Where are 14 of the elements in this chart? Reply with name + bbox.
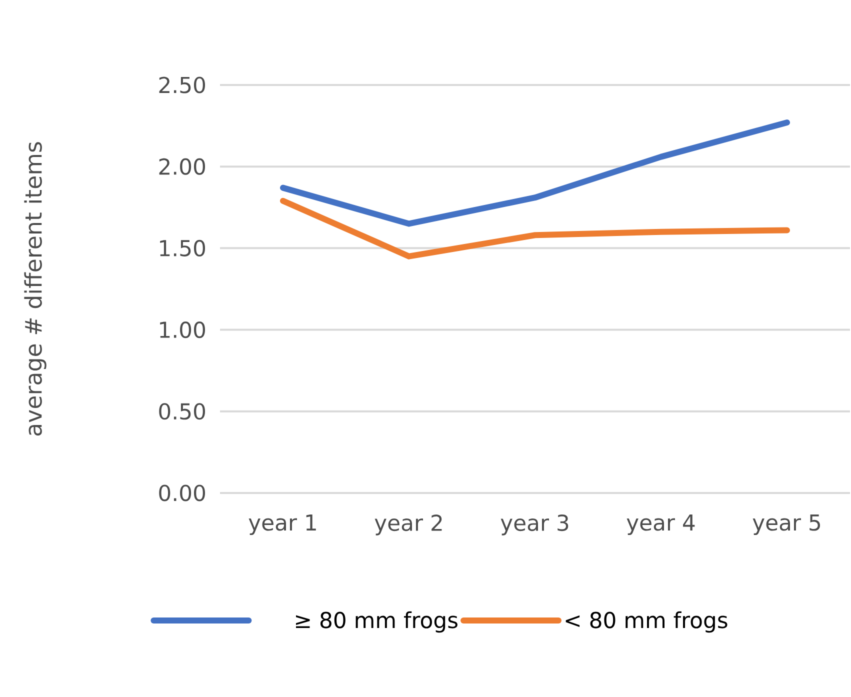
y-tick-label: 0.00 bbox=[159, 484, 206, 502]
y-tick-label: 2.50 bbox=[159, 76, 206, 94]
x-tick-label: year 2 bbox=[374, 514, 442, 536]
x-tick-label: year 3 bbox=[500, 514, 568, 536]
legend-label: ≥ 80 mm frogs bbox=[296, 611, 458, 633]
legend-label: < 80 mm frogs bbox=[566, 611, 728, 633]
y-tick-label: 0.50 bbox=[159, 403, 206, 420]
x-tick-label: year 5 bbox=[752, 514, 820, 536]
y-tick-label: 1.00 bbox=[160, 322, 206, 338]
y-axis-title: average # different items bbox=[24, 142, 46, 436]
x-tick-label: year 4 bbox=[626, 514, 695, 536]
y-tick-label: 1.50 bbox=[160, 240, 206, 256]
x-tick-label: year 1 bbox=[248, 514, 316, 536]
y-tick-label: 2.00 bbox=[159, 158, 206, 175]
